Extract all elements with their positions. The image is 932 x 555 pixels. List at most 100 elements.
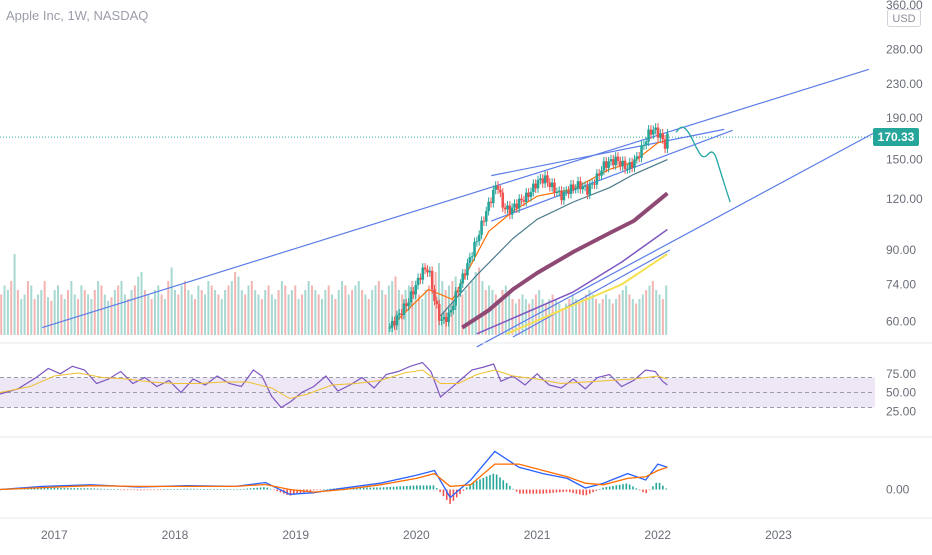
volume-bar <box>665 285 668 335</box>
volume-bar <box>30 285 33 335</box>
volume-bar <box>43 281 46 335</box>
macd-histogram-bar <box>216 489 219 490</box>
macd-histogram-bar <box>316 489 318 491</box>
macd-histogram-bar <box>495 474 498 490</box>
moving-average-ma-yellow <box>506 253 668 335</box>
macd-histogram-bar <box>146 489 149 491</box>
macd-histogram-bar <box>406 485 408 490</box>
candle-body <box>581 186 585 190</box>
volume-bar <box>237 276 240 335</box>
volume-bar <box>414 290 417 335</box>
volume-bar <box>421 299 424 335</box>
macd-histogram-bar <box>322 489 325 491</box>
macd-histogram-bar <box>179 488 182 490</box>
volume-bar <box>501 290 504 335</box>
volume-bar <box>424 290 427 335</box>
candle-body <box>654 127 657 130</box>
volume-bar <box>63 299 66 335</box>
volume-bar <box>494 294 497 335</box>
macd-histogram-bar <box>389 486 392 490</box>
candle-body <box>546 175 549 183</box>
macd-histogram-bar <box>529 489 531 494</box>
candle-body <box>515 203 519 209</box>
candle-body <box>522 200 526 202</box>
macd-histogram-bar <box>143 489 145 491</box>
volume-bar <box>26 281 29 335</box>
candle-body <box>470 256 474 258</box>
candle-body <box>529 191 533 197</box>
symbol-name[interactable]: Apple Inc <box>6 8 61 23</box>
candle-body <box>541 178 545 184</box>
macd-histogram-bar <box>113 489 116 490</box>
macd-histogram-bar <box>628 484 631 490</box>
macd-histogram-bar <box>33 488 36 490</box>
macd-histogram-bar <box>126 489 129 491</box>
macd-histogram-bar <box>246 488 249 490</box>
price-tick-label: 150.00 <box>886 153 923 167</box>
macd-histogram-bar <box>63 488 66 490</box>
volume-bar <box>437 263 440 335</box>
volume-bar <box>187 290 190 335</box>
candle-body <box>553 182 556 193</box>
volume-bar <box>170 267 173 335</box>
candle-body <box>579 181 582 190</box>
candle-body <box>564 190 568 192</box>
volume-bar <box>524 299 527 335</box>
volume-bars <box>0 254 668 335</box>
macd-histogram-bar <box>412 485 415 490</box>
macd-histogram-bar <box>279 489 282 493</box>
macd-histogram-bar <box>625 483 628 490</box>
macd-histogram-bar <box>153 489 155 491</box>
macd-histogram-bar <box>572 489 574 493</box>
volume-bar <box>57 285 60 335</box>
candle-body <box>390 320 394 328</box>
macd-histogram-bar <box>50 487 52 490</box>
volume-bar <box>20 299 23 335</box>
volume-bar <box>260 299 263 335</box>
macd-histogram-bar <box>568 489 571 493</box>
volume-bar <box>618 294 621 335</box>
candle-body <box>475 241 479 243</box>
macd-histogram-bar <box>136 489 139 491</box>
macd-histogram-bar <box>80 488 82 490</box>
macd-histogram-bar <box>645 489 648 494</box>
candle-body <box>463 273 467 276</box>
volume-bar <box>304 290 307 335</box>
interval-label[interactable]: 1W <box>67 8 87 23</box>
candle-body <box>423 267 427 270</box>
macd-histogram-bar <box>40 487 42 490</box>
macd-histogram-bar <box>249 488 252 490</box>
macd-histogram-bar <box>442 489 445 497</box>
macd-histogram-bar <box>638 489 641 491</box>
macd-histogram-bar <box>193 488 195 490</box>
volume-bar <box>147 294 150 335</box>
volume-bar <box>431 281 434 335</box>
macd-histogram-bar <box>156 489 159 491</box>
rsi-tick-label: 75.00 <box>886 367 916 381</box>
volume-bar <box>6 290 9 335</box>
volume-bar <box>137 276 140 335</box>
candle-body <box>562 191 566 201</box>
candle-body <box>510 207 514 215</box>
price-tick-label: 230.00 <box>886 77 923 91</box>
time-tick-label: 2018 <box>162 528 189 542</box>
macd-histogram-bar <box>592 489 594 493</box>
volume-bar <box>214 290 217 335</box>
volume-bar <box>491 290 494 335</box>
macd-histogram-bar <box>525 489 528 494</box>
macd-histogram-bar <box>509 485 511 490</box>
macd-histogram-bar <box>130 489 132 491</box>
macd-histogram-bar <box>96 488 99 490</box>
macd-histogram-bar <box>93 488 96 490</box>
volume-bar <box>13 254 16 335</box>
chart-header: Apple Inc, 1W, NASDAQ <box>6 8 149 23</box>
currency-button[interactable]: USD <box>887 9 921 27</box>
candle-body <box>607 161 610 168</box>
volume-bar <box>441 281 444 335</box>
volume-bar <box>327 285 330 335</box>
candle-body <box>647 129 650 142</box>
volume-bar <box>655 290 658 335</box>
candle-body <box>534 183 537 189</box>
